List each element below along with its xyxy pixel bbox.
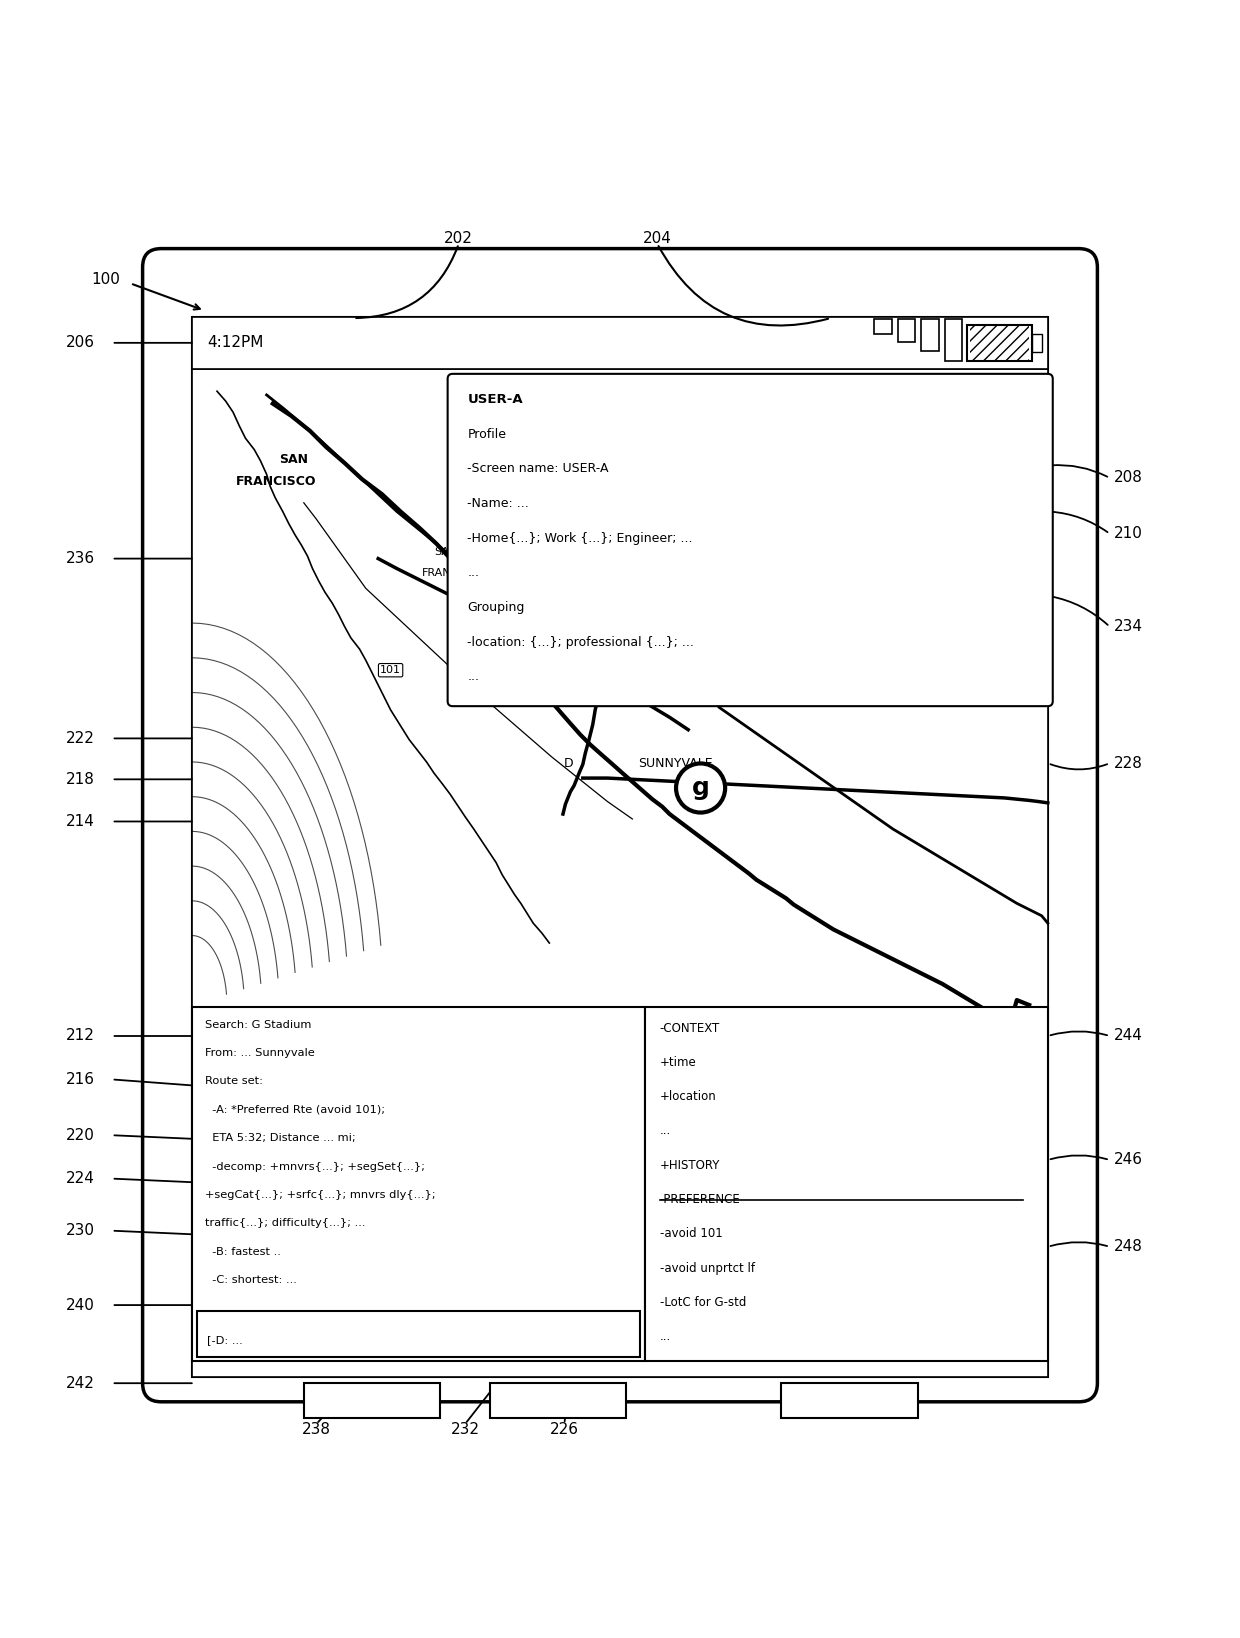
Text: Route set:: Route set: (205, 1076, 263, 1086)
Bar (1032, 334, 1042, 352)
Text: -location: {...}; professional {...}; ...: -location: {...}; professional {...}; ..… (467, 636, 694, 649)
Text: ...: ... (660, 1330, 671, 1343)
Bar (192, 316, 1048, 1378)
Bar (945, 319, 962, 360)
Text: 234: 234 (1114, 619, 1143, 634)
Text: SUNNYVALE: SUNNYVALE (639, 757, 713, 770)
Text: -Screen name: USER-A: -Screen name: USER-A (467, 462, 609, 475)
Bar (192, 316, 1048, 369)
Text: -avoid 101: -avoid 101 (660, 1227, 723, 1240)
Text: g: g (692, 776, 709, 799)
Text: 202: 202 (444, 231, 474, 246)
Bar (645, 1007, 1048, 1361)
Text: -Home{...}; Work {...}; Engineer; ...: -Home{...}; Work {...}; Engineer; ... (467, 532, 693, 545)
Text: FRANCISCO: FRANCISCO (236, 475, 316, 488)
Text: Profile: Profile (467, 428, 506, 441)
Text: 212: 212 (66, 1029, 95, 1043)
Text: Grouping: Grouping (467, 601, 525, 614)
Text: 218: 218 (66, 771, 95, 786)
Text: -A: *Preferred Rte (avoid 101);: -A: *Preferred Rte (avoid 101); (205, 1104, 384, 1115)
Bar (192, 1361, 1048, 1378)
Text: SAN: SAN (279, 452, 308, 465)
Text: 226: 226 (549, 1422, 579, 1437)
Text: -CONTEXT: -CONTEXT (660, 1022, 720, 1035)
Text: +segCat{...}; +srfc{...}; mnvrs dly{...};: +segCat{...}; +srfc{...}; mnvrs dly{...}… (205, 1189, 435, 1201)
Bar (304, 1382, 440, 1419)
Text: 204: 204 (642, 231, 672, 246)
Text: FRANC: FRANC (422, 568, 459, 578)
Text: -B: fastest ..: -B: fastest .. (205, 1247, 280, 1256)
Text: -avoid unprtct lf: -avoid unprtct lf (660, 1261, 755, 1274)
Text: 224: 224 (66, 1171, 95, 1186)
Text: Search: G Stadium: Search: G Stadium (205, 1019, 311, 1030)
Bar (192, 1007, 645, 1361)
Text: D: D (564, 757, 574, 770)
Text: 208: 208 (1114, 470, 1143, 485)
Text: 4:12PM: 4:12PM (207, 336, 263, 351)
Text: ...: ... (467, 670, 480, 683)
Text: 230: 230 (66, 1224, 95, 1238)
Bar (490, 1382, 626, 1419)
Text: [-D: ...: [-D: ... (207, 1335, 243, 1345)
Text: 214: 214 (66, 814, 95, 829)
Text: +time: +time (660, 1057, 697, 1070)
Text: 101: 101 (381, 665, 401, 675)
Text: SA: SA (434, 547, 449, 557)
Text: -Name: ...: -Name: ... (467, 496, 529, 509)
Text: ...: ... (467, 567, 480, 580)
Text: 216: 216 (66, 1071, 95, 1088)
FancyBboxPatch shape (448, 373, 1053, 706)
Bar (970, 326, 1029, 360)
Text: From: ... Sunnyvale: From: ... Sunnyvale (205, 1048, 315, 1058)
Text: USER-A: USER-A (467, 393, 523, 406)
Text: -LotC for G-std: -LotC for G-std (660, 1296, 746, 1309)
Text: 244: 244 (1114, 1029, 1143, 1043)
Text: +location: +location (660, 1091, 717, 1102)
Text: 236: 236 (66, 550, 95, 567)
Text: -C: shortest: ...: -C: shortest: ... (205, 1276, 296, 1286)
Bar (781, 1382, 918, 1419)
Circle shape (676, 763, 725, 812)
Text: 210: 210 (1114, 526, 1143, 541)
Bar (898, 319, 915, 342)
Text: 100: 100 (91, 272, 120, 287)
Text: 228: 228 (1114, 755, 1143, 771)
Bar (874, 319, 892, 334)
Text: 206: 206 (66, 336, 95, 351)
Text: traffic{...}; difficulty{...}; ...: traffic{...}; difficulty{...}; ... (205, 1219, 365, 1228)
Text: 220: 220 (66, 1127, 95, 1143)
Text: -PREFERENCE: -PREFERENCE (660, 1192, 740, 1206)
Bar (967, 324, 1032, 360)
Bar (197, 1310, 640, 1358)
Text: +HISTORY: +HISTORY (660, 1158, 720, 1171)
Text: 222: 222 (66, 731, 95, 745)
Text: 240: 240 (66, 1297, 95, 1312)
Bar (921, 319, 939, 351)
Text: 238: 238 (301, 1422, 331, 1437)
Bar (192, 369, 1048, 1007)
Text: 242: 242 (66, 1376, 95, 1391)
Text: 248: 248 (1114, 1240, 1143, 1255)
Text: 246: 246 (1114, 1153, 1143, 1168)
Text: BA: BA (446, 588, 461, 598)
Text: -decomp: +mnvrs{...}; +segSet{...};: -decomp: +mnvrs{...}; +segSet{...}; (205, 1161, 424, 1171)
Text: 232: 232 (450, 1422, 480, 1437)
FancyBboxPatch shape (143, 249, 1097, 1402)
Text: ETA 5:32; Distance ... mi;: ETA 5:32; Distance ... mi; (205, 1133, 356, 1143)
Text: ...: ... (660, 1125, 671, 1137)
